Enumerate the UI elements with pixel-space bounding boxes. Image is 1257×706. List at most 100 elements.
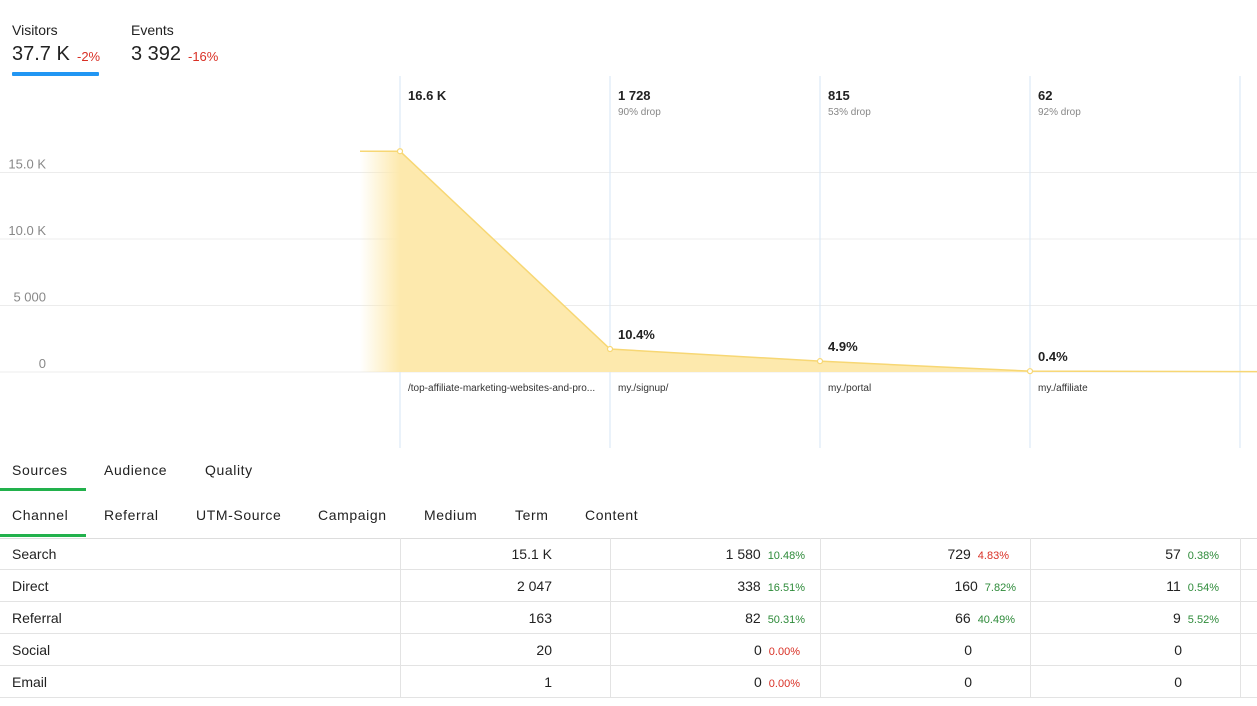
funnel-point bbox=[1026, 368, 1034, 375]
step4-count: 11 bbox=[1166, 578, 1181, 594]
funnel-step-count: 1 728 bbox=[618, 88, 651, 103]
step3-count: 0 bbox=[964, 642, 972, 658]
events-delta: -16% bbox=[188, 49, 219, 64]
step2-pct: 0.00% bbox=[768, 678, 800, 690]
visitors-selected-indicator bbox=[12, 72, 99, 76]
funnel-chart-svg: 15.0 K 10.0 K 5 000 0 16.6 K/top-affiliate-m… bbox=[0, 76, 1257, 448]
sources-tab-indicator bbox=[0, 488, 86, 491]
events-value: 3 392 bbox=[131, 43, 182, 65]
channel-name: Referral bbox=[12, 610, 62, 626]
step3-pct: 40.49% bbox=[977, 614, 1015, 626]
funnel-area bbox=[400, 151, 1257, 372]
step3-count: 66 bbox=[955, 610, 971, 626]
channel-name: Email bbox=[12, 674, 48, 690]
step4-count: 57 bbox=[1165, 546, 1181, 562]
visitors-label: Visitors bbox=[12, 22, 58, 38]
step2-cell: 338 16.51% bbox=[737, 570, 805, 602]
tab-audience[interactable]: Audience bbox=[104, 462, 168, 478]
step2-count: 0 bbox=[754, 642, 762, 658]
tab-referral[interactable]: Referral bbox=[104, 507, 159, 523]
funnel-step-drop: 90% drop bbox=[618, 107, 661, 118]
sub-tabs: Channel Referral UTM-Source Campaign Med… bbox=[0, 505, 1257, 539]
column-divider bbox=[400, 538, 401, 698]
step3-count: 0 bbox=[964, 674, 972, 690]
column-divider bbox=[1240, 538, 1241, 698]
tab-content[interactable]: Content bbox=[585, 507, 639, 523]
step3-count: 729 bbox=[947, 546, 971, 562]
step1-count: 2 047 bbox=[516, 578, 552, 594]
column-divider bbox=[820, 538, 821, 698]
step3-cell: 66 40.49% bbox=[955, 602, 1015, 634]
funnel-step-drop: 92% drop bbox=[1038, 107, 1081, 118]
events-metric[interactable]: Events 3 392 -16% bbox=[131, 22, 231, 77]
step2-count: 0 bbox=[754, 674, 762, 690]
funnel-step-count: 16.6 K bbox=[408, 88, 447, 103]
step4-count: 0 bbox=[1174, 674, 1182, 690]
y-axis-tick-label: 10.0 K bbox=[8, 223, 46, 238]
table-row[interactable]: Social 20 0 0.00% 0 0 bbox=[0, 634, 1257, 666]
step2-cell: 0 0.00% bbox=[754, 666, 800, 698]
column-divider bbox=[1030, 538, 1031, 698]
funnel-step-count: 815 bbox=[828, 88, 850, 103]
funnel-point bbox=[606, 345, 614, 353]
tab-quality[interactable]: Quality bbox=[205, 462, 253, 478]
channel-tab-indicator bbox=[0, 534, 86, 537]
step1-count: 163 bbox=[528, 610, 552, 626]
step3-count: 160 bbox=[954, 578, 978, 594]
y-axis-tick-label: 5 000 bbox=[13, 290, 46, 305]
step1-count: 20 bbox=[536, 642, 552, 658]
step2-count: 82 bbox=[745, 610, 761, 626]
step3-pct: 4.83% bbox=[977, 550, 1009, 562]
funnel-step-count: 62 bbox=[1038, 88, 1052, 103]
funnel-chart: 15.0 K 10.0 K 5 000 0 16.6 K/top-affiliate-m… bbox=[0, 76, 1257, 448]
y-axis-tick-label: 15.0 K bbox=[8, 157, 46, 172]
tab-medium[interactable]: Medium bbox=[424, 507, 478, 523]
funnel-point bbox=[816, 358, 824, 365]
step2-count: 338 bbox=[737, 578, 761, 594]
tab-term[interactable]: Term bbox=[515, 507, 549, 523]
channel-name: Social bbox=[12, 642, 51, 658]
main-tabs: Sources Audience Quality bbox=[0, 460, 1257, 494]
step2-pct: 50.31% bbox=[767, 614, 805, 626]
funnel-step-conversion: 10.4% bbox=[618, 327, 655, 342]
step4-pct: 5.52% bbox=[1187, 614, 1219, 626]
step4-cell: 9 5.52% bbox=[1173, 602, 1219, 634]
step2-pct: 10.48% bbox=[767, 550, 805, 562]
tab-utm-source[interactable]: UTM-Source bbox=[196, 507, 282, 523]
step2-count: 1 580 bbox=[725, 546, 761, 562]
visitors-value: 37.7 K bbox=[12, 43, 70, 65]
table-row[interactable]: Search 15.1 K 1 580 10.48% 729 4.83% 57 0.3… bbox=[0, 538, 1257, 570]
step2-cell: 82 50.31% bbox=[745, 602, 805, 634]
step3-cell: 160 7.82% bbox=[954, 570, 1016, 602]
tab-sources[interactable]: Sources bbox=[12, 462, 68, 478]
step2-cell: 1 580 10.48% bbox=[726, 538, 805, 570]
step2-cell: 0 0.00% bbox=[754, 634, 800, 666]
funnel-step-drop: 53% drop bbox=[828, 107, 871, 118]
y-axis-tick-label: 0 bbox=[39, 356, 46, 371]
table-row[interactable]: Email 1 0 0.00% 0 0 bbox=[0, 666, 1257, 698]
channel-name: Direct bbox=[12, 578, 49, 594]
channel-name: Search bbox=[12, 546, 57, 562]
step1-count: 15.1 K bbox=[511, 546, 552, 562]
tab-campaign[interactable]: Campaign bbox=[318, 507, 387, 523]
visitors-metric[interactable]: Visitors 37.7 K -2% bbox=[12, 22, 101, 77]
step4-cell: 11 0.54% bbox=[1166, 570, 1219, 602]
visitors-delta: -2% bbox=[77, 49, 101, 64]
funnel-step-conversion: 4.9% bbox=[828, 339, 858, 354]
step4-pct: 0.38% bbox=[1187, 550, 1219, 562]
step4-pct: 0.54% bbox=[1187, 582, 1219, 594]
step4-count: 0 bbox=[1174, 642, 1182, 658]
step1-count: 1 bbox=[544, 674, 552, 690]
funnel-step-url: my./signup/ bbox=[618, 383, 669, 394]
events-label: Events bbox=[131, 22, 174, 38]
column-divider bbox=[610, 538, 611, 698]
funnel-lead-in-area bbox=[360, 151, 400, 372]
funnel-step-url: my./affiliate bbox=[1038, 383, 1088, 394]
funnel-step-url: my./portal bbox=[828, 383, 871, 394]
funnel-point bbox=[396, 148, 404, 155]
tab-channel[interactable]: Channel bbox=[12, 507, 69, 523]
table-row[interactable]: Direct 2 047 338 16.51% 160 7.82% 11 0.54% bbox=[0, 570, 1257, 602]
table-row[interactable]: Referral 163 82 50.31% 66 40.49% 9 5.52% bbox=[0, 602, 1257, 634]
step3-pct: 7.82% bbox=[984, 582, 1016, 594]
step4-count: 9 bbox=[1173, 610, 1181, 626]
